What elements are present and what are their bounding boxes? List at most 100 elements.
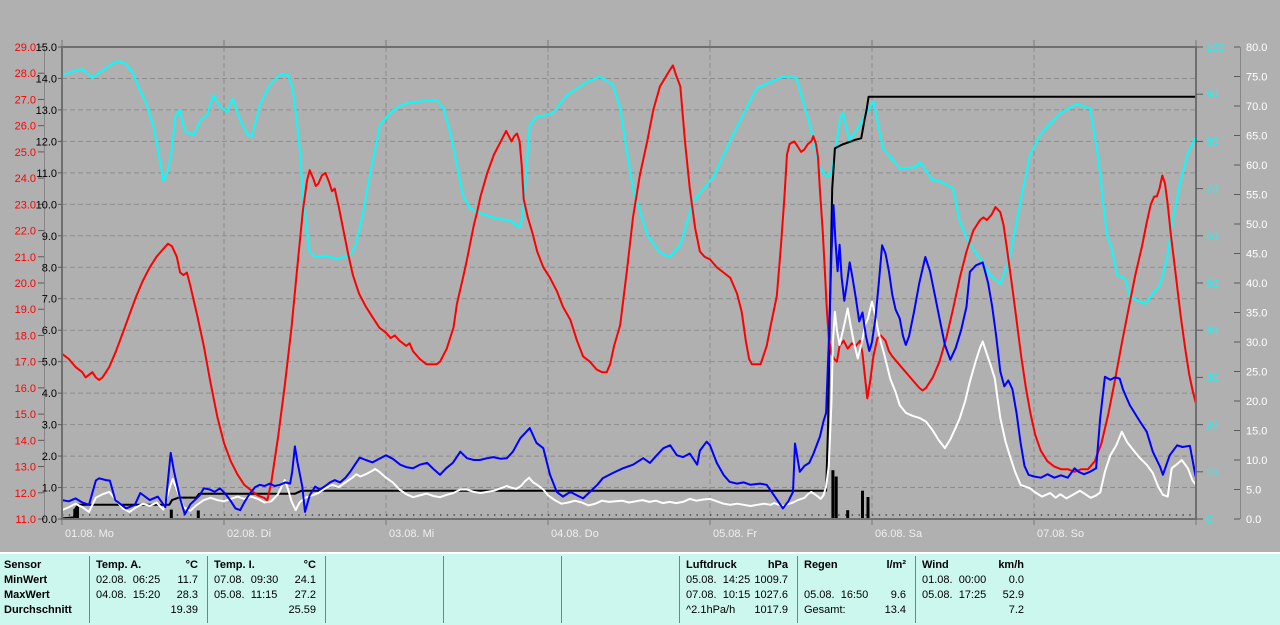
rain-tick-label: 7.0 bbox=[42, 294, 57, 306]
stats-value-number: 28.3 bbox=[176, 589, 198, 601]
wind-tick-label: 15.0 bbox=[1246, 426, 1267, 438]
stats-sensor-name: Regen bbox=[804, 559, 838, 571]
rain-intensity-bar bbox=[196, 510, 200, 519]
rain-tick-label: 0.0 bbox=[42, 514, 57, 526]
rain-tick-label: 12.0 bbox=[36, 136, 57, 148]
wind-tick-label: 30.0 bbox=[1246, 337, 1267, 349]
temp-tick-label: 29.0 bbox=[15, 42, 36, 54]
stats-column-divider bbox=[797, 556, 798, 623]
stats-value-number: 19.39 bbox=[170, 604, 198, 616]
stats-value-time: 05.08. 14:25 bbox=[686, 574, 751, 586]
stats-value-time: 04.08. 15:20 bbox=[96, 589, 161, 601]
stats-column-divider bbox=[89, 556, 90, 623]
temp-tick-label: 17.0 bbox=[15, 357, 36, 369]
stats-sensor-unit: l/m² bbox=[886, 559, 906, 571]
x-axis-day-label: 05.08. Fr bbox=[713, 528, 757, 540]
stats-value-time: Gesamt: bbox=[804, 604, 846, 616]
gridlines bbox=[62, 47, 1196, 519]
humidity-tick-label: 100 bbox=[1206, 42, 1224, 54]
temp-tick-label: 22.0 bbox=[15, 226, 36, 238]
humidity-tick-label: 90 bbox=[1206, 89, 1218, 101]
stats-value-time: 07.08. 10:15 bbox=[686, 589, 751, 601]
humidity-tick-label: 40 bbox=[1206, 325, 1218, 337]
stats-column-divider bbox=[207, 556, 208, 623]
rain-tick-label: 9.0 bbox=[42, 231, 57, 243]
rain-intensity-bar bbox=[861, 490, 864, 519]
stats-row-label: MinWert bbox=[4, 574, 48, 586]
stats-column-divider bbox=[679, 556, 680, 623]
stats-sensor-unit: °C bbox=[185, 559, 198, 571]
temp-tick-label: 12.0 bbox=[15, 488, 36, 500]
temp-tick-label: 18.0 bbox=[15, 330, 36, 342]
stats-value-number: 27.2 bbox=[294, 589, 316, 601]
stats-value-number: 11.7 bbox=[177, 574, 198, 586]
stats-value-time: 07.08. 09:30 bbox=[214, 574, 279, 586]
wind-tick-label: 35.0 bbox=[1246, 308, 1267, 320]
x-axis-day-label: 06.08. Sa bbox=[875, 528, 923, 540]
rain-tick-label: 6.0 bbox=[42, 325, 57, 337]
stats-value-number: 24.1 bbox=[294, 574, 316, 586]
stats-value-number: 1027.6 bbox=[754, 589, 788, 601]
wind-tick-label: 0.0 bbox=[1246, 514, 1261, 526]
temp-tick-label: 19.0 bbox=[15, 304, 36, 316]
series-humidity-line bbox=[62, 60, 1196, 305]
rain-tick-label: 1.0 bbox=[42, 483, 57, 495]
humidity-tick-label: 80 bbox=[1206, 136, 1218, 148]
stats-sensor-unit: km/h bbox=[998, 559, 1024, 571]
series-layer bbox=[62, 60, 1196, 519]
stats-value-time: 05.08. 17:25 bbox=[922, 589, 987, 601]
humidity-tick-label: 10 bbox=[1206, 467, 1218, 479]
x-axis-day-label: 02.08. Di bbox=[227, 528, 271, 540]
temp-tick-label: 14.0 bbox=[15, 435, 36, 447]
stats-table: Sensor MinWert MaxWert Durchschnitt Temp. A.… bbox=[0, 552, 1280, 625]
humidity-tick-label: 0 bbox=[1206, 514, 1212, 526]
stats-sensor-name: Temp. A. bbox=[96, 559, 142, 571]
wind-tick-label: 5.0 bbox=[1246, 485, 1261, 497]
stats-row-label: MaxWert bbox=[4, 589, 50, 601]
wind-tick-label: 75.0 bbox=[1246, 72, 1267, 84]
stats-row-label: Sensor bbox=[4, 559, 42, 571]
stats-sensor-unit: °C bbox=[303, 559, 316, 571]
series-temp-line bbox=[62, 64, 1196, 502]
temp-tick-label: 25.0 bbox=[15, 147, 36, 159]
rain-tick-label: 11.0 bbox=[36, 168, 57, 180]
stats-sensor-unit: hPa bbox=[767, 559, 788, 571]
wind-tick-label: 65.0 bbox=[1246, 131, 1267, 143]
rain-intensity-bar bbox=[169, 509, 173, 519]
axes-layer: 29.0 28.0 27.0 26.0 25.0 24.0 23.0 22.0 21.0 20.0… bbox=[15, 40, 1267, 540]
weather-chart: 29.0 28.0 27.0 26.0 25.0 24.0 23.0 22.0 21.0 20.0… bbox=[14, 40, 1268, 540]
temp-tick-label: 15.0 bbox=[15, 409, 36, 421]
stats-row-label: Durchschnitt bbox=[4, 604, 72, 616]
stats-column-divider bbox=[915, 556, 916, 623]
rain-tick-label: 2.0 bbox=[42, 451, 57, 463]
x-axis-day-label: 04.08. Do bbox=[551, 528, 599, 540]
rain-tick-label: 15.0 bbox=[36, 42, 57, 54]
humidity-tick-label: 60 bbox=[1206, 231, 1218, 243]
x-axis-day-label: 01.08. Mo bbox=[65, 528, 114, 540]
wind-tick-label: 60.0 bbox=[1246, 160, 1267, 172]
stats-value-number: 7.2 bbox=[1008, 604, 1024, 616]
wind-tick-label: 50.0 bbox=[1246, 219, 1267, 231]
stats-column-divider bbox=[325, 556, 326, 623]
stats-value-time: 02.08. 06:25 bbox=[96, 574, 161, 586]
rain-intensity-bar bbox=[846, 510, 850, 519]
series-gusts-line bbox=[62, 204, 1196, 516]
x-axis-day-label: 07.08. So bbox=[1037, 528, 1084, 540]
temp-tick-label: 27.0 bbox=[15, 94, 36, 106]
stats-value-time: 05.08. 11:15 bbox=[214, 589, 278, 601]
temp-tick-label: 26.0 bbox=[15, 121, 36, 133]
humidity-tick-label: 70 bbox=[1206, 184, 1218, 196]
temp-tick-label: 16.0 bbox=[15, 383, 36, 395]
stats-value-number: 13.4 bbox=[884, 604, 906, 616]
rain-intensity-bar bbox=[831, 470, 835, 519]
rain-tick-label: 4.0 bbox=[42, 388, 57, 400]
temp-tick-label: 24.0 bbox=[15, 173, 36, 185]
humidity-tick-label: 30 bbox=[1206, 372, 1218, 384]
stats-value-number: 1009.7 bbox=[754, 574, 788, 586]
temp-tick-label: 28.0 bbox=[15, 68, 36, 80]
x-axis-day-label: 03.08. Mi bbox=[389, 528, 434, 540]
stats-sensor-name: Temp. I. bbox=[214, 559, 255, 571]
temp-tick-label: 13.0 bbox=[15, 462, 36, 474]
temp-tick-label: 21.0 bbox=[15, 252, 36, 264]
